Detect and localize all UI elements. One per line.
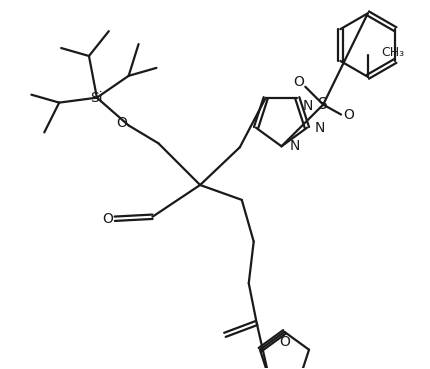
Text: S: S xyxy=(318,97,328,112)
Text: O: O xyxy=(293,75,304,89)
Text: O: O xyxy=(102,212,113,226)
Text: N: N xyxy=(315,121,326,135)
Text: O: O xyxy=(344,107,354,121)
Text: N: N xyxy=(302,99,313,113)
Text: Si: Si xyxy=(91,91,103,105)
Text: N: N xyxy=(289,139,300,153)
Text: CH₃: CH₃ xyxy=(382,46,405,59)
Text: O: O xyxy=(279,335,290,349)
Text: O: O xyxy=(116,117,127,131)
